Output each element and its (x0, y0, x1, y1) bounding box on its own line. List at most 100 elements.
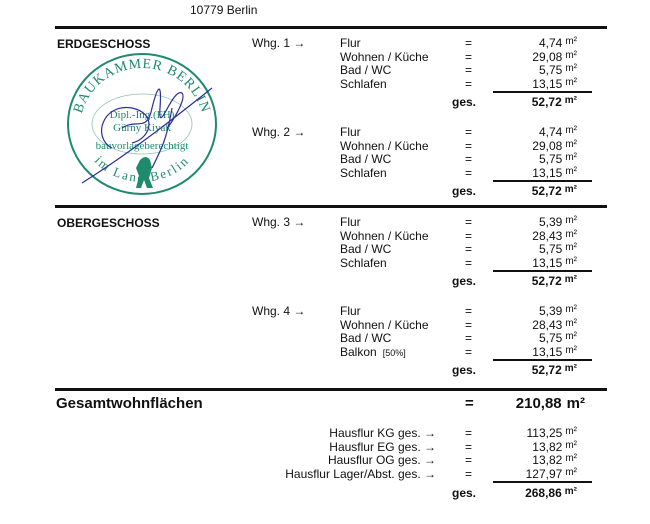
unit-total: 52,72 m² (497, 363, 577, 379)
summary-equals: = (465, 395, 474, 412)
room-area: 5,75 m² (497, 331, 577, 347)
area-value: 13,82 (532, 453, 563, 468)
area-value: 5,75 (538, 242, 563, 257)
area-value: 5,39 (538, 215, 563, 229)
equals-sign: = (465, 36, 473, 50)
room-name: Schlafen (340, 77, 387, 91)
room-area: 5,39 m² (497, 215, 577, 231)
unit-label: m² (565, 228, 577, 240)
room-area: 13,15 m² (497, 345, 577, 361)
area-value: 52,72 (531, 274, 562, 288)
equals-sign: = (465, 215, 473, 229)
unit-label: m² (565, 439, 577, 451)
ges-label: ges. (452, 274, 477, 288)
room-label: Bad / WC (340, 242, 392, 257)
room-name: Bad / WC (340, 242, 391, 256)
room-name: Schlafen (340, 256, 387, 270)
room-label: Wohnen / Küche (340, 317, 429, 332)
area-value: 5,75 (538, 63, 563, 78)
room-area: 28,43 m² (497, 318, 577, 334)
room-name: Bad / WC (340, 152, 391, 166)
room-area: 4,74 m² (497, 36, 577, 52)
room-name: Flur (340, 125, 361, 139)
equals-sign: = (465, 426, 473, 440)
sum-underline (493, 270, 592, 272)
equals-sign: = (465, 345, 473, 360)
area-value: 268,86 (525, 486, 562, 500)
top-rule (55, 26, 607, 29)
ges-label: ges. (452, 486, 477, 500)
stamp-line3: bauvorlageberechtigt (96, 140, 189, 152)
unit-label: m² (565, 138, 577, 150)
unit-label: m² (565, 304, 577, 315)
unit-label: m² (564, 274, 577, 285)
room-label: Bad / WC (340, 63, 392, 78)
unit-label: m² (565, 166, 577, 178)
stamp-top-text: BAUKAMMER BERLIN (71, 57, 212, 115)
area-value: 127,97 (525, 467, 563, 482)
room-name: Bad / WC (340, 331, 391, 345)
room-area: 13,15 m² (497, 256, 577, 272)
hallway-label: Hausflur Lager/Abst. ges. → (285, 467, 436, 482)
area-value: 52,72 (531, 95, 562, 109)
area-value: 28,43 (532, 317, 563, 332)
unit-label: m² (565, 467, 577, 479)
area-value: 13,15 (532, 77, 563, 92)
unit-label: m² (564, 95, 577, 106)
unit-total: 52,72 m² (497, 274, 577, 290)
unit-label: m² (565, 426, 577, 437)
unit-label: m² (565, 36, 577, 47)
unit-label: m² (565, 331, 577, 343)
equals-sign: = (465, 63, 473, 78)
unit-total: 52,72 m² (497, 95, 577, 111)
area-value: 13,15 (532, 345, 563, 360)
room-label: Flur (340, 36, 361, 50)
area-value: 29,08 (532, 49, 563, 64)
unit-label: m² (565, 77, 577, 89)
room-label: Wohnen / Küche (340, 138, 429, 153)
room-label: Flur (340, 125, 361, 139)
unit-label: Whg. 2 → (252, 125, 306, 139)
unit-label: m² (565, 242, 577, 254)
unit-label: m² (566, 395, 585, 412)
area-value: 13,15 (532, 256, 563, 271)
room-label: Bad / WC (340, 331, 392, 346)
unit-label: Whg. 1 → (252, 36, 306, 50)
stamp-line1: Dipl.-Ing.(FH) (110, 109, 175, 121)
unit-label: m² (565, 215, 577, 226)
room-area: 28,43 m² (497, 229, 577, 245)
room-area: 4,74 m² (497, 125, 577, 141)
room-label: Schlafen (340, 77, 387, 92)
area-value: 13,82 (532, 439, 563, 454)
summary-label: Gesamtwohnflächen (56, 395, 203, 412)
room-name: Flur (340, 304, 361, 318)
hallway-label: Hausflur EG ges. → (329, 439, 436, 454)
area-value: 52,72 (531, 363, 562, 377)
equals-sign: = (465, 331, 473, 346)
room-name: Wohnen / Küche (340, 139, 429, 153)
hallway-total: 268,86 m² (497, 486, 577, 502)
area-value: 13,15 (532, 166, 563, 181)
hallway-label: Hausflur KG ges. → (329, 426, 436, 440)
unit-label: m² (565, 317, 577, 329)
equals-sign: = (465, 138, 473, 153)
ges-label: ges. (452, 184, 477, 198)
hallway-area: 127,97 m² (497, 467, 577, 483)
room-name: Wohnen / Küche (340, 229, 429, 243)
summary-value: 210,88 m² (480, 395, 585, 413)
unit-label: m² (565, 256, 577, 268)
area-value: 5,75 (538, 152, 563, 167)
room-label: Flur (340, 304, 361, 318)
room-name: Schlafen (340, 166, 387, 180)
equals-sign: = (465, 317, 473, 332)
room-label: Balkon (340, 345, 377, 360)
room-label: Schlafen (340, 256, 387, 271)
equals-sign: = (465, 256, 473, 271)
equals-sign: = (465, 228, 473, 243)
unit-label: m² (564, 363, 577, 374)
area-value: 4,74 (538, 125, 563, 139)
room-area: 5,75 m² (497, 152, 577, 168)
equals-sign: = (465, 439, 473, 454)
unit-label: m² (565, 152, 577, 164)
unit-label: m² (565, 49, 577, 61)
